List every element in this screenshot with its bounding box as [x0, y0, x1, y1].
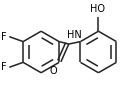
Text: F: F	[1, 32, 6, 42]
Text: F: F	[1, 62, 6, 72]
Text: HN: HN	[67, 30, 82, 40]
Text: HO: HO	[90, 4, 105, 14]
Text: O: O	[49, 66, 57, 76]
